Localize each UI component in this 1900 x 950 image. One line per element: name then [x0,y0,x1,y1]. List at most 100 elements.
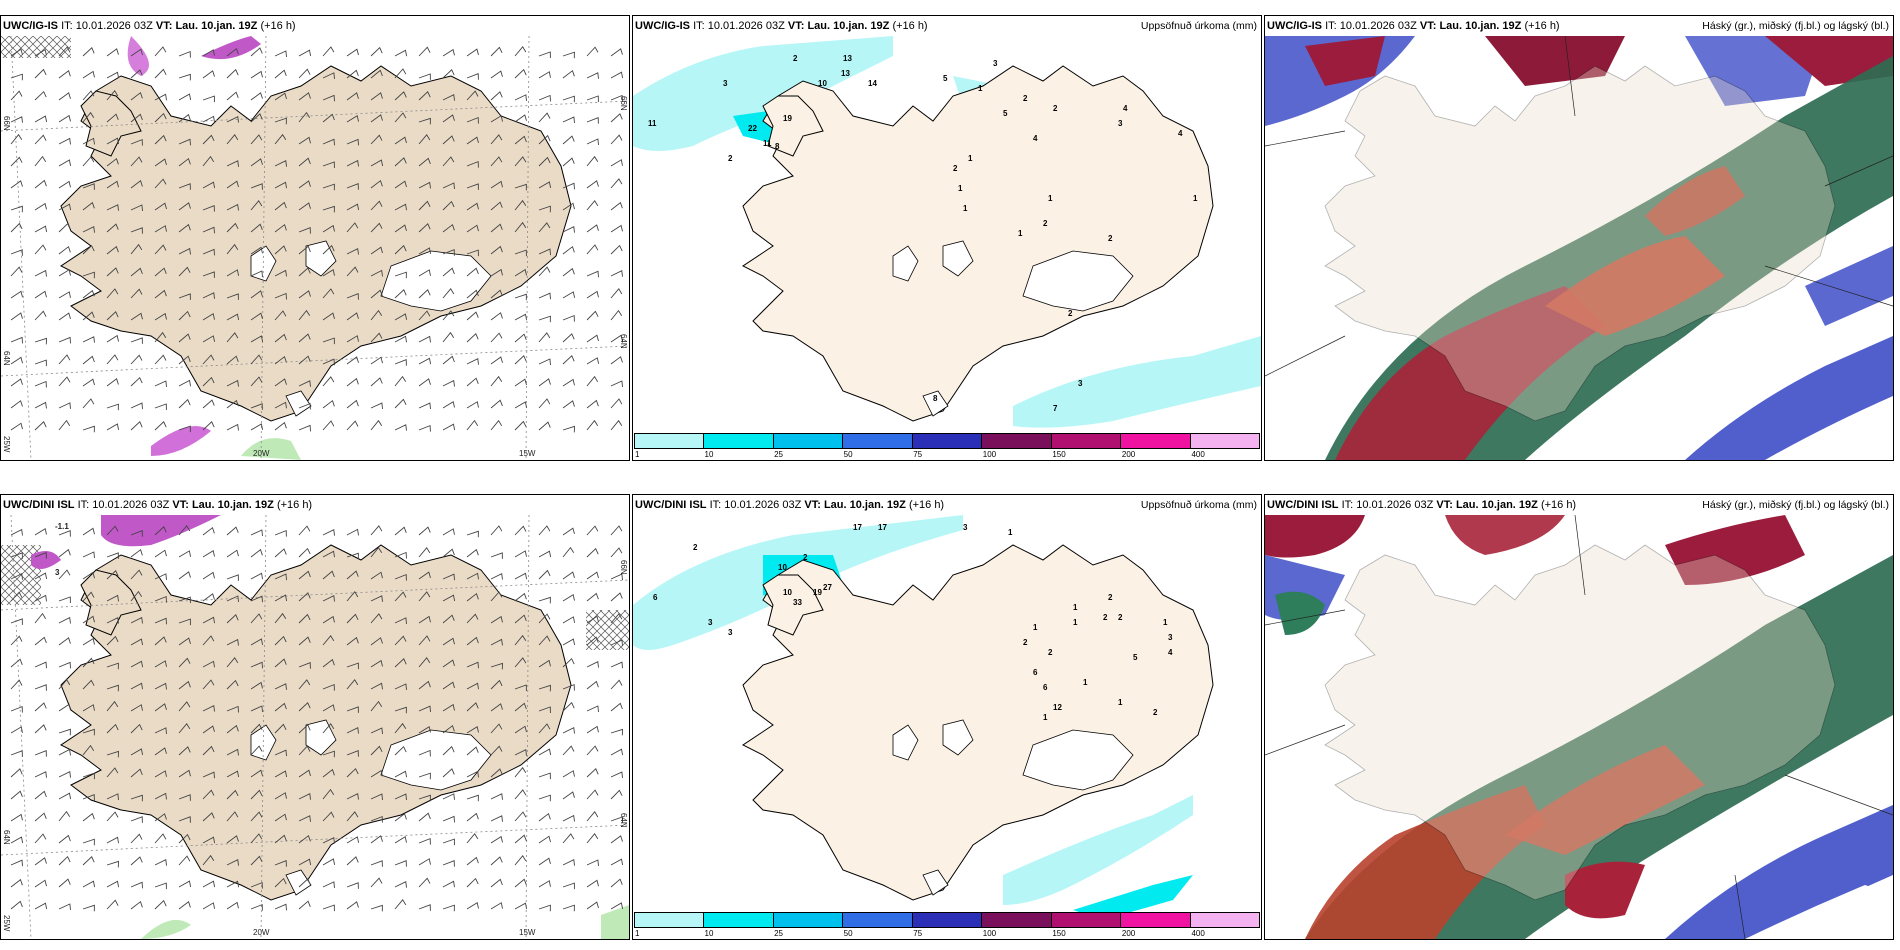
precip-value-label: 5 [1003,109,1008,118]
wind-barb [442,200,455,211]
wind-barb [538,332,551,343]
wind-barb [322,244,335,255]
wind-barb [322,420,335,431]
wind-barb [514,878,527,888]
wind-barb [586,680,599,690]
wind-barb [346,335,359,343]
wind-barb [490,375,503,387]
lat-label-66n-right: 66N [619,96,628,111]
precip-value-label: 14 [868,79,877,88]
wind-barb [250,158,263,167]
cloud-map [1265,515,1893,939]
wind-barb [274,310,287,321]
wind-barb [346,420,359,431]
wind-barb [202,155,215,167]
lat-label-66n-right: 66N [619,560,628,575]
wind-barb [82,679,95,690]
wind-barb [514,156,527,167]
cloud-mid [1265,515,1365,558]
wind-barb [274,702,287,712]
wind-barb [394,398,407,409]
wind-barb [178,833,191,844]
wind-barb [538,134,551,145]
wind-barb [394,91,407,101]
legend-color-box [703,912,773,928]
wind-barb [370,69,383,79]
wind-barb [466,812,479,822]
lat-label-64n: 64N [2,830,11,845]
precip-value-label: 1 [1118,698,1123,707]
wind-barb [298,49,312,57]
wind-barb [58,878,71,888]
wind-barb [538,835,551,844]
wind-barb [370,727,383,735]
legend-label: 50 [843,929,853,938]
wind-barb [106,700,119,712]
wind-barb [154,859,167,866]
wind-barb [562,814,575,822]
wind-barb [394,835,407,844]
wind-barb [82,591,95,602]
wind-barb [274,292,287,300]
wind-barb [586,789,599,800]
legend-label: 150 [1052,450,1066,459]
legend-label: 150 [1052,929,1066,938]
wind-barb [538,315,551,323]
wind-barb [10,591,23,602]
wind-barb [226,47,239,57]
snow-value: 3 [55,568,60,577]
precip-value-label: 3 [1168,633,1173,642]
wind-barb [226,748,239,756]
wind-barb [178,310,191,321]
wind-barb [490,615,503,624]
wind-barb [178,183,191,190]
wind-barb [346,793,359,800]
panel-header: UWC/IG-IS IT: 10.01.2026 03Z VT: Lau. 10… [1267,20,1560,32]
wind-barb [586,768,599,778]
wind-barb [130,900,143,910]
wind-barb [154,225,167,233]
wind-barb [10,290,23,299]
wind-barb [154,833,167,844]
wind-barb [562,157,575,167]
wind-barb [562,571,575,580]
precip-value-label: 22 [748,124,757,133]
legend-color-box [981,433,1051,449]
wind-barb [322,658,335,668]
wind-barb [370,419,383,431]
wind-barb [202,745,215,756]
wind-barb [34,661,47,669]
panel-wind-dini: UWC/DINI ISL IT: 10.01.2026 03Z VT: Lau.… [0,494,630,940]
wind-barb [250,47,263,57]
wind-barb [106,157,119,167]
wind-barb [442,379,455,387]
wind-barb [82,90,95,101]
wind-barb [610,728,623,736]
precip-value-label: 11 [648,119,657,128]
precip-value-label: 2 [953,164,958,173]
wind-barb [370,682,383,690]
wind-barb [178,637,191,646]
precip-value-label: 10 [818,79,827,88]
precip-value-label: 7 [1053,404,1058,413]
wind-barb [34,594,47,602]
precip-value-label: 3 [1078,379,1083,388]
wind-barb [442,69,455,79]
wind-barb [130,204,143,212]
wind-barb [274,269,287,277]
wind-barb [58,137,71,145]
lat-label-64n-right: 64N [619,813,628,828]
wind-barb [178,425,191,433]
wind-barb [274,860,287,867]
panel-title: Uppsöfnuð úrkoma (mm) [1140,499,1257,511]
wind-barb [82,47,95,57]
wind-barb [442,681,455,690]
hatched-area [1,36,71,58]
wind-barb [298,570,311,580]
wind-barb [178,398,191,409]
wind-barb [394,683,407,690]
legend-color-box [1189,433,1260,449]
wind-barb [10,813,23,822]
wind-barb [298,769,311,778]
wind-barb [490,134,503,145]
